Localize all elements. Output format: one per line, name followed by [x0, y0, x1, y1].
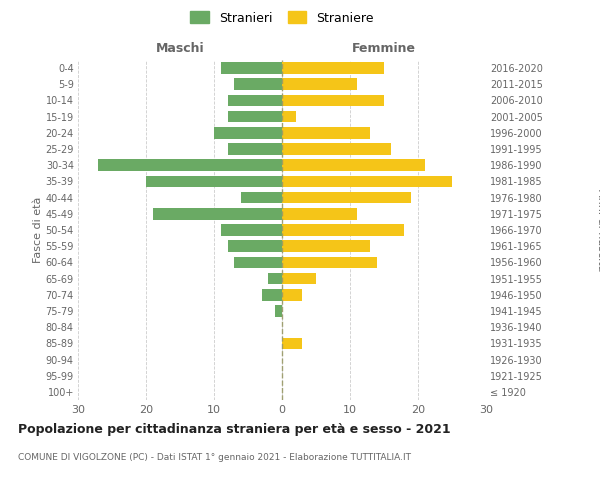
Legend: Stranieri, Straniere: Stranieri, Straniere — [190, 11, 374, 24]
Bar — [282, 192, 411, 203]
Bar — [214, 127, 282, 138]
Bar — [235, 78, 282, 90]
Bar — [98, 160, 282, 171]
Bar — [282, 160, 425, 171]
Y-axis label: Fasce di età: Fasce di età — [32, 197, 43, 263]
Bar — [282, 176, 452, 188]
Bar — [146, 176, 282, 188]
Bar — [282, 289, 302, 300]
Bar — [221, 224, 282, 236]
Bar — [282, 78, 357, 90]
Text: Femmine: Femmine — [352, 42, 416, 55]
Bar — [282, 240, 370, 252]
Y-axis label: Anni di nascita: Anni di nascita — [596, 188, 600, 271]
Bar — [282, 208, 357, 220]
Bar — [282, 224, 404, 236]
Text: COMUNE DI VIGOLZONE (PC) - Dati ISTAT 1° gennaio 2021 - Elaborazione TUTTITALIA.: COMUNE DI VIGOLZONE (PC) - Dati ISTAT 1°… — [18, 452, 411, 462]
Bar — [227, 94, 282, 106]
Bar — [282, 143, 391, 155]
Bar — [262, 289, 282, 300]
Bar — [227, 111, 282, 122]
Bar — [221, 62, 282, 74]
Bar — [227, 143, 282, 155]
Bar — [282, 272, 316, 284]
Bar — [282, 127, 370, 138]
Bar — [282, 338, 302, 349]
Text: Maschi: Maschi — [155, 42, 205, 55]
Bar — [282, 94, 384, 106]
Text: Popolazione per cittadinanza straniera per età e sesso - 2021: Popolazione per cittadinanza straniera p… — [18, 422, 451, 436]
Bar — [241, 192, 282, 203]
Bar — [268, 272, 282, 284]
Bar — [227, 240, 282, 252]
Bar — [153, 208, 282, 220]
Bar — [282, 256, 377, 268]
Bar — [282, 111, 296, 122]
Bar — [282, 62, 384, 74]
Bar — [275, 305, 282, 317]
Bar — [235, 256, 282, 268]
